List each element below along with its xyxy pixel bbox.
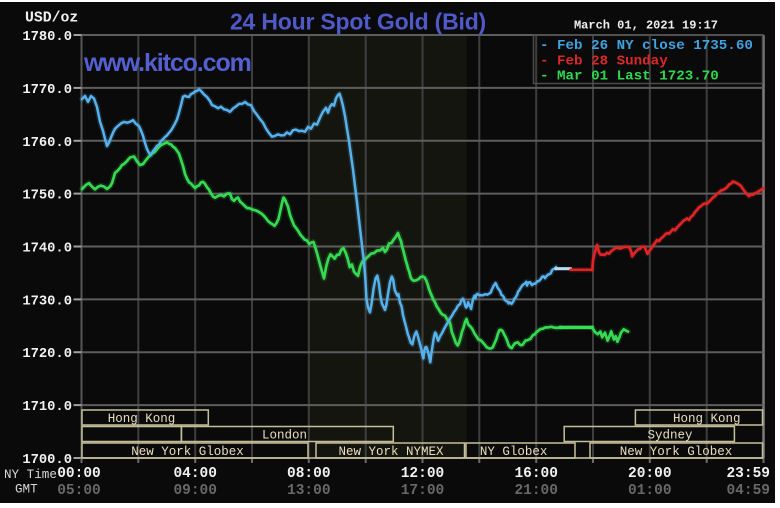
svg-text:NY Time: NY Time [4, 468, 57, 482]
svg-text:04:59: 04:59 [726, 483, 770, 499]
svg-text:1750.0: 1750.0 [22, 189, 72, 204]
svg-text:- Feb 28 Sunday: - Feb 28 Sunday [540, 53, 668, 69]
svg-text:1710.0: 1710.0 [22, 400, 72, 415]
svg-text:1730.0: 1730.0 [22, 294, 72, 309]
svg-text:Hong Kong: Hong Kong [673, 412, 741, 426]
svg-text:04:00: 04:00 [173, 466, 217, 482]
svg-text:23:59: 23:59 [726, 466, 770, 482]
svg-text:March 01, 2021 19:17: March 01, 2021 19:17 [574, 19, 718, 33]
svg-text:12:00: 12:00 [401, 466, 445, 482]
svg-text:1740.0: 1740.0 [22, 242, 72, 257]
svg-text:New York Globex: New York Globex [620, 445, 733, 459]
svg-text:www.kitco.com: www.kitco.com [83, 49, 251, 77]
svg-text:New York Globex: New York Globex [131, 445, 244, 459]
svg-text:1700.0: 1700.0 [22, 453, 72, 468]
svg-text:13:00: 13:00 [287, 483, 331, 499]
svg-text:Sydney: Sydney [647, 429, 693, 443]
svg-text:1760.0: 1760.0 [22, 136, 72, 151]
svg-text:00:00: 00:00 [57, 466, 101, 482]
svg-text:16:00: 16:00 [514, 466, 558, 482]
svg-text:21:00: 21:00 [514, 483, 558, 499]
svg-text:NY Globex: NY Globex [480, 445, 548, 459]
svg-text:- Feb 26 NY close 1735.60: - Feb 26 NY close 1735.60 [540, 38, 753, 54]
svg-text:New York NYMEX: New York NYMEX [338, 445, 444, 459]
svg-text:1770.0: 1770.0 [22, 83, 72, 98]
svg-text:20:00: 20:00 [628, 466, 672, 482]
svg-text:24 Hour Spot Gold (Bid): 24 Hour Spot Gold (Bid) [230, 9, 486, 35]
svg-text:USD/oz: USD/oz [25, 11, 78, 27]
svg-text:05:00: 05:00 [57, 483, 101, 499]
svg-text:- Mar 01 Last 1723.70: - Mar 01 Last 1723.70 [540, 69, 719, 85]
svg-text:Hong Kong: Hong Kong [108, 412, 176, 426]
svg-text:08:00: 08:00 [287, 466, 331, 482]
svg-text:1780.0: 1780.0 [22, 30, 72, 45]
svg-text:London: London [262, 429, 307, 443]
svg-text:GMT: GMT [15, 483, 38, 497]
svg-text:1720.0: 1720.0 [22, 347, 72, 362]
svg-text:17:00: 17:00 [401, 483, 445, 499]
svg-text:01:00: 01:00 [628, 483, 672, 499]
svg-text:09:00: 09:00 [173, 483, 217, 499]
